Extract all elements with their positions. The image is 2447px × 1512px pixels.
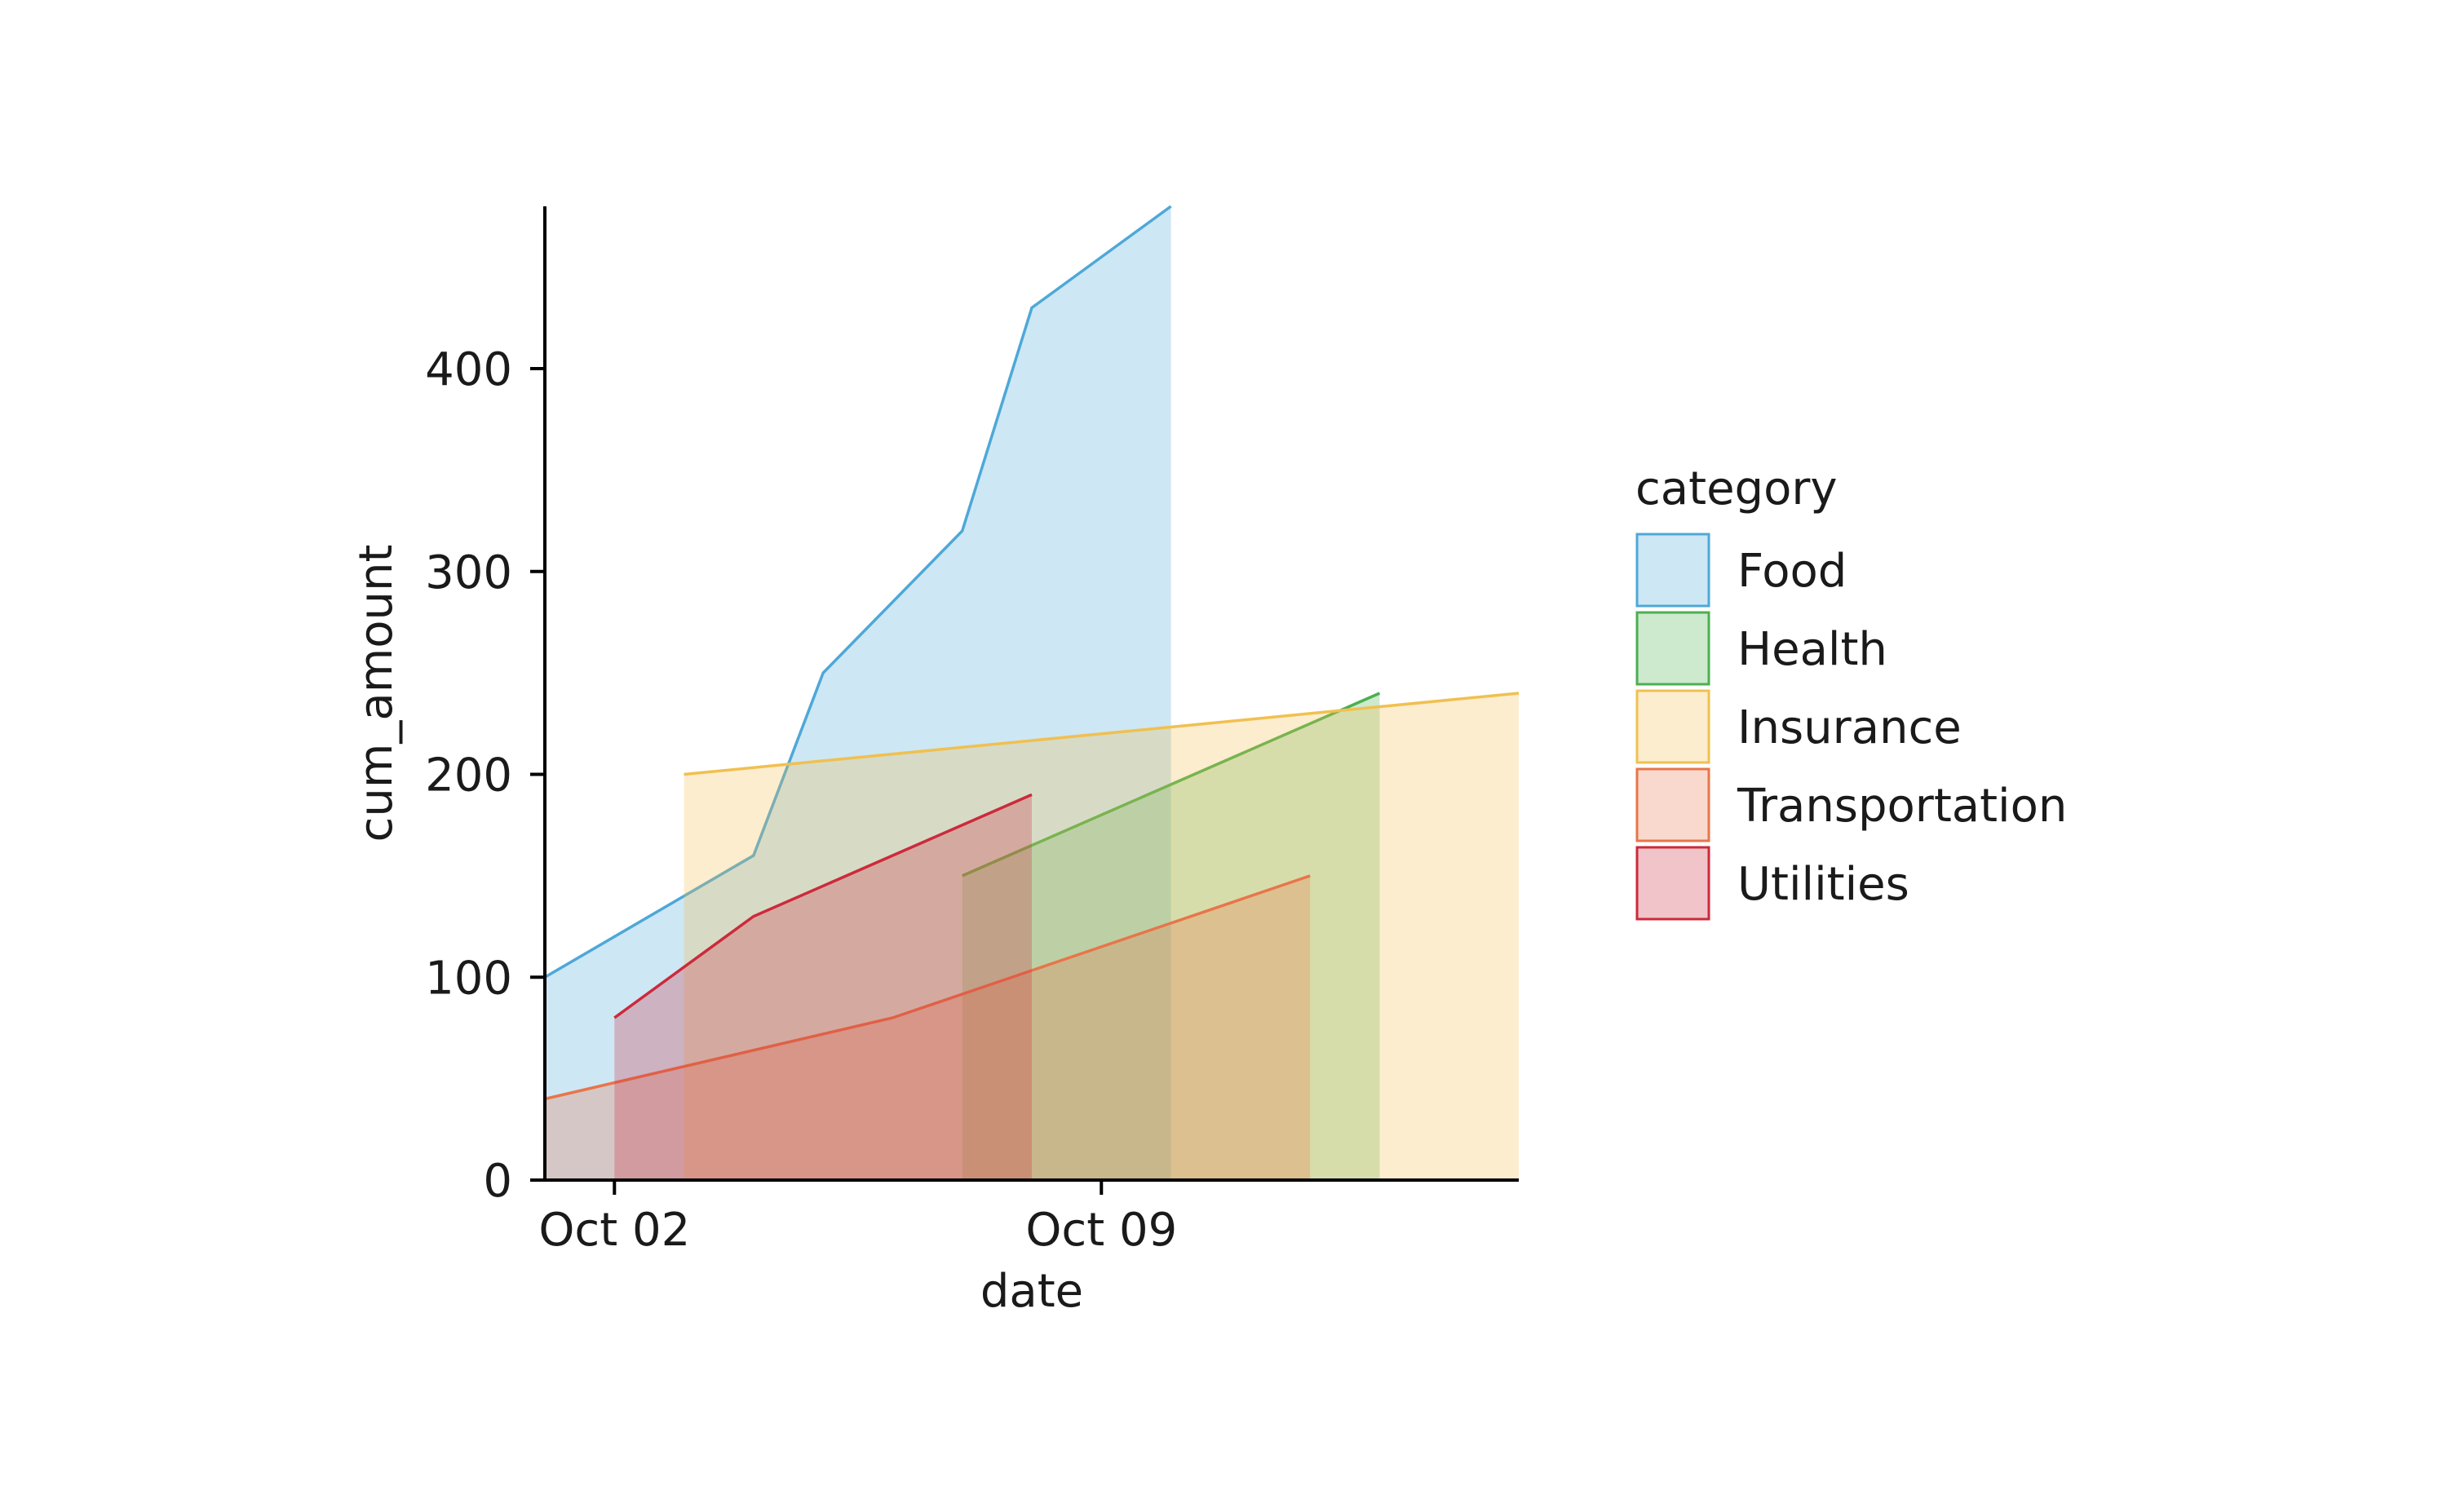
y-axis-title: cum_amount [350, 545, 403, 842]
y-tick-label: 0 [483, 1155, 512, 1208]
legend-item-food: Food [1635, 533, 1847, 608]
x-axis-title: date [980, 1265, 1083, 1318]
y-tick-label: 200 [425, 749, 512, 802]
legend: category Food Health Insurance Transportati… [1635, 462, 2067, 921]
x-ticks: Oct 02 Oct 09 [538, 1180, 1177, 1257]
y-tick-label: 400 [425, 343, 512, 396]
legend-label: Utilities [1737, 858, 1909, 911]
area-utilities [614, 794, 1032, 1180]
area-food [545, 206, 1171, 1180]
legend-swatch [1635, 846, 1710, 921]
line-health [962, 692, 1381, 878]
series-food [544, 205, 1172, 1180]
legend-label: Transportation [1737, 780, 2067, 833]
legend-swatch [1635, 533, 1710, 608]
legend-swatch [1635, 767, 1710, 842]
area-health [962, 693, 1380, 1180]
line-utilities [613, 793, 1033, 1019]
legend-item-utilities: Utilities [1635, 846, 1909, 921]
legend-swatch [1635, 689, 1710, 764]
x-tick-label: Oct 02 [538, 1204, 690, 1257]
series-insurance [684, 692, 1520, 1180]
axes: 0 100 200 300 400 Oct 02 Oct 09 [425, 206, 1519, 1257]
legend-title: category [1635, 462, 1838, 515]
legend-swatch [1635, 611, 1710, 686]
legend-item-insurance: Insurance [1635, 689, 1962, 764]
y-tick-label: 100 [425, 952, 512, 1005]
line-insurance [684, 692, 1520, 776]
series-utilities [613, 793, 1033, 1180]
legend-item-transportation: Transportation [1635, 767, 2067, 842]
series-health [962, 692, 1381, 1180]
area-insurance [684, 693, 1519, 1180]
series-areas [544, 205, 1520, 1180]
legend-items: Food Health Insurance Transportation Utiliti… [1635, 533, 2067, 921]
area-transportation [545, 875, 1311, 1180]
y-tick-label: 300 [425, 546, 512, 599]
line-transportation [544, 874, 1311, 1101]
legend-label: Food [1737, 545, 1847, 598]
series-transportation [544, 874, 1311, 1180]
y-ticks: 0 100 200 300 400 [425, 343, 545, 1208]
x-tick-label: Oct 09 [1025, 1204, 1177, 1257]
legend-label: Health [1737, 623, 1887, 676]
legend-item-health: Health [1635, 611, 1887, 686]
legend-label: Insurance [1737, 701, 1962, 754]
line-food [544, 205, 1172, 979]
